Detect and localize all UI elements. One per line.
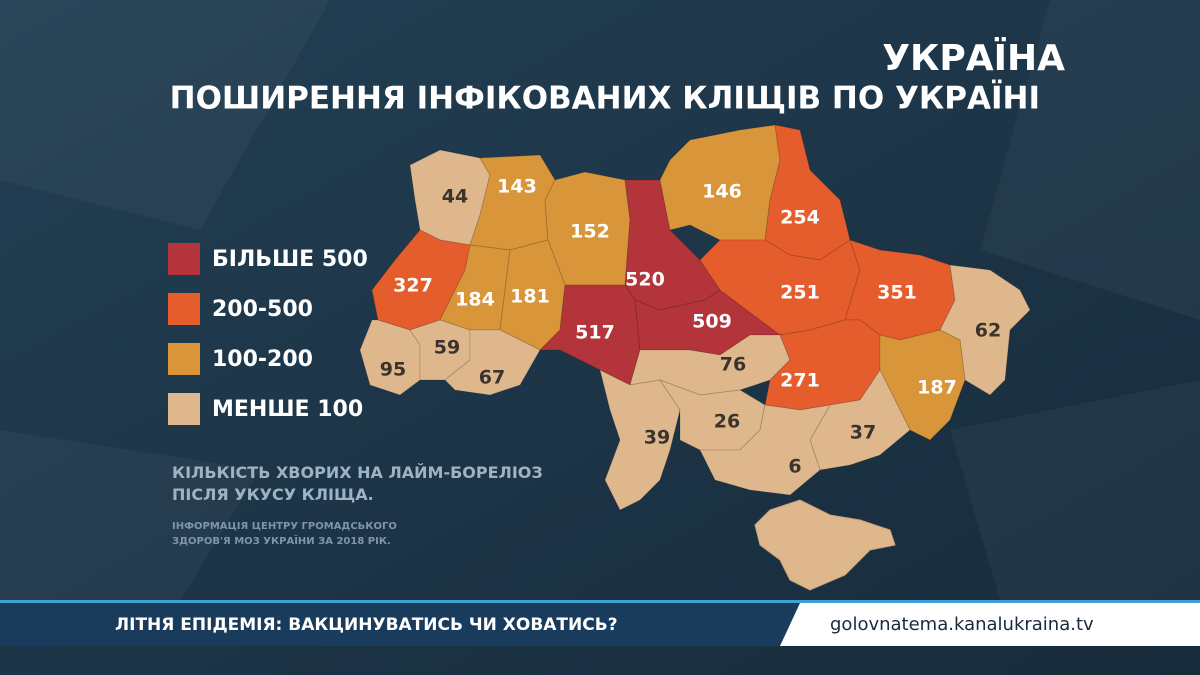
region-value: 254: [780, 207, 820, 229]
ticker-accent: [0, 600, 1200, 603]
region-value: 271: [780, 370, 820, 392]
region: [939, 264, 1031, 396]
ticker-text: ЛІТНЯ ЕПІДЕМІЯ: ВАКЦИНУВАТИСЬ ЧИ ХОВАТИС…: [115, 615, 618, 635]
region-value: 146: [702, 181, 742, 203]
region: [444, 329, 541, 396]
region-value: 520: [625, 269, 665, 291]
region-value: 351: [877, 282, 917, 304]
region-value: 26: [714, 411, 740, 433]
region-value: 187: [917, 377, 957, 399]
legend-swatch: [168, 343, 200, 375]
region-value: 327: [393, 275, 433, 297]
region-value: 143: [497, 176, 537, 198]
url: golovnatema.kanalukraina.tv: [830, 614, 1094, 635]
region-value: 6: [788, 456, 801, 478]
region-value: 67: [479, 367, 505, 389]
region-value: 37: [850, 422, 876, 444]
legend-label: МЕНШЕ 100: [212, 397, 363, 422]
region-value: 39: [644, 427, 670, 449]
region-value: 184: [455, 289, 495, 311]
background-panels: [0, 0, 1200, 600]
region-value: 76: [720, 354, 746, 376]
legend-swatch: [168, 293, 200, 325]
region-value: 95: [380, 359, 406, 381]
region-value: 517: [575, 322, 615, 344]
legend-label: БІЛЬШЕ 500: [212, 247, 368, 272]
legend-label: 100-200: [212, 347, 313, 372]
region-value: 152: [570, 221, 610, 243]
url-panel: [780, 603, 1200, 646]
region-value: 62: [975, 320, 1001, 342]
region-value: 59: [434, 337, 460, 359]
source-line: ІНФОРМАЦІЯ ЦЕНТРУ ГРОМАДСЬКОГО: [172, 521, 397, 532]
region: [699, 404, 831, 496]
region-value: 44: [442, 186, 468, 208]
region-value: 251: [780, 282, 820, 304]
title: ПОШИРЕННЯ ІНФІКОВАНИХ КЛІЩІВ ПО УКРАЇНІ: [170, 81, 1040, 117]
legend-swatch: [168, 393, 200, 425]
source-line: ЗДОРОВ'Я МОЗ УКРАЇНИ ЗА 2018 РІК.: [172, 533, 391, 547]
legend-swatch: [168, 243, 200, 275]
region-value: 181: [510, 286, 550, 308]
crimea: [754, 499, 896, 591]
legend-label: 200-500: [212, 297, 313, 322]
region-value: 509: [692, 311, 732, 333]
caption-line: ПІСЛЯ УКУСУ КЛІЩА.: [172, 485, 374, 504]
caption-line: КІЛЬКІСТЬ ХВОРИХ НА ЛАЙМ-БОРЕЛІОЗ: [172, 463, 543, 482]
region: [599, 369, 681, 511]
legend: БІЛЬШЕ 500 200-500 100-200 МЕНШЕ 100: [168, 243, 368, 425]
channel-logo: УКРАЇНА: [882, 37, 1065, 79]
